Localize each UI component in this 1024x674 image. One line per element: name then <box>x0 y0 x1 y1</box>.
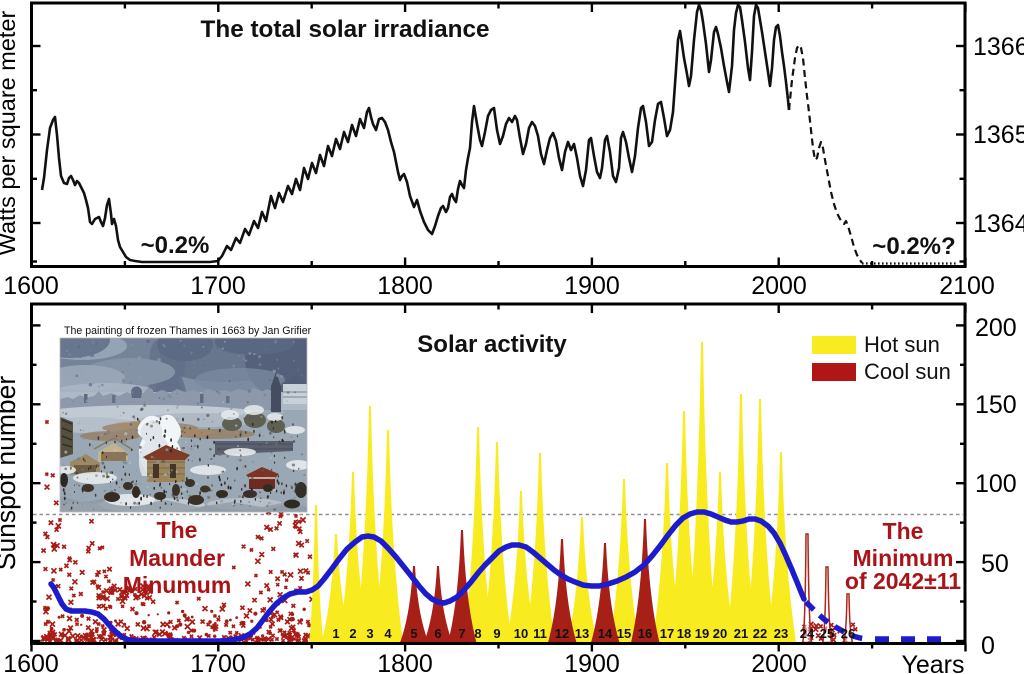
svg-text:1700: 1700 <box>190 272 246 300</box>
svg-text:14: 14 <box>598 626 613 641</box>
svg-text:18: 18 <box>677 626 691 641</box>
svg-text:1600: 1600 <box>3 650 59 674</box>
svg-text:11: 11 <box>533 626 547 641</box>
svg-text:3: 3 <box>366 626 373 641</box>
svg-text:2100: 2100 <box>939 272 995 300</box>
svg-text:2: 2 <box>349 626 356 641</box>
svg-text:20: 20 <box>713 626 727 641</box>
svg-text:Maunder: Maunder <box>129 545 225 571</box>
svg-text:The: The <box>883 518 924 544</box>
svg-text:15: 15 <box>617 626 631 641</box>
svg-text:24: 24 <box>800 626 815 641</box>
svg-text:26: 26 <box>841 626 855 641</box>
svg-text:2000: 2000 <box>751 272 807 300</box>
svg-text:9: 9 <box>493 626 500 641</box>
svg-text:1800: 1800 <box>377 272 433 300</box>
svg-text:21: 21 <box>734 626 748 641</box>
svg-text:The: The <box>157 517 198 543</box>
svg-text:19: 19 <box>695 626 709 641</box>
svg-text:Watts per square meter: Watts per square meter <box>0 11 20 256</box>
svg-text:Years: Years <box>901 651 964 674</box>
svg-text:~0.2%?: ~0.2%? <box>872 233 955 260</box>
svg-text:17: 17 <box>660 626 674 641</box>
svg-text:8: 8 <box>474 626 481 641</box>
svg-text:22: 22 <box>753 626 767 641</box>
svg-text:1800: 1800 <box>377 650 433 674</box>
svg-text:23: 23 <box>774 626 788 641</box>
svg-text:10: 10 <box>514 626 528 641</box>
svg-text:1365: 1365 <box>973 121 1024 149</box>
svg-text:50: 50 <box>981 550 1009 578</box>
svg-text:200: 200 <box>975 314 1017 342</box>
svg-text:0: 0 <box>981 632 995 660</box>
svg-text:1: 1 <box>332 626 339 641</box>
svg-text:25: 25 <box>820 626 834 641</box>
svg-text:100: 100 <box>975 470 1017 498</box>
svg-text:Solar activity: Solar activity <box>417 331 567 358</box>
svg-text:1366: 1366 <box>973 33 1024 61</box>
svg-text:150: 150 <box>975 391 1017 419</box>
svg-text:~0.2%: ~0.2% <box>141 232 210 259</box>
svg-text:13: 13 <box>575 626 589 641</box>
svg-text:The painting of frozen Thames: The painting of frozen Thames in 1663 by… <box>64 325 312 337</box>
svg-text:6: 6 <box>434 626 441 641</box>
svg-text:Minimum: Minimum <box>853 545 954 571</box>
svg-text:4: 4 <box>384 626 392 641</box>
svg-text:1600: 1600 <box>3 272 59 300</box>
svg-text:1364: 1364 <box>973 210 1024 238</box>
svg-text:1700: 1700 <box>190 650 246 674</box>
svg-text:1900: 1900 <box>564 272 620 300</box>
svg-text:Cool sun: Cool sun <box>864 359 951 384</box>
svg-text:Sunspot number: Sunspot number <box>0 376 21 571</box>
svg-text:7: 7 <box>458 626 465 641</box>
svg-text:1900: 1900 <box>564 650 620 674</box>
svg-text:Hot sun: Hot sun <box>864 332 940 357</box>
svg-text:of 2042±11: of 2042±11 <box>845 568 961 594</box>
svg-text:2000: 2000 <box>751 650 807 674</box>
svg-text:16: 16 <box>638 626 652 641</box>
svg-text:12: 12 <box>555 626 569 641</box>
svg-text:Minumum: Minumum <box>123 572 232 598</box>
svg-text:5: 5 <box>410 626 417 641</box>
svg-text:The total solar irradiance: The total solar irradiance <box>201 16 490 43</box>
